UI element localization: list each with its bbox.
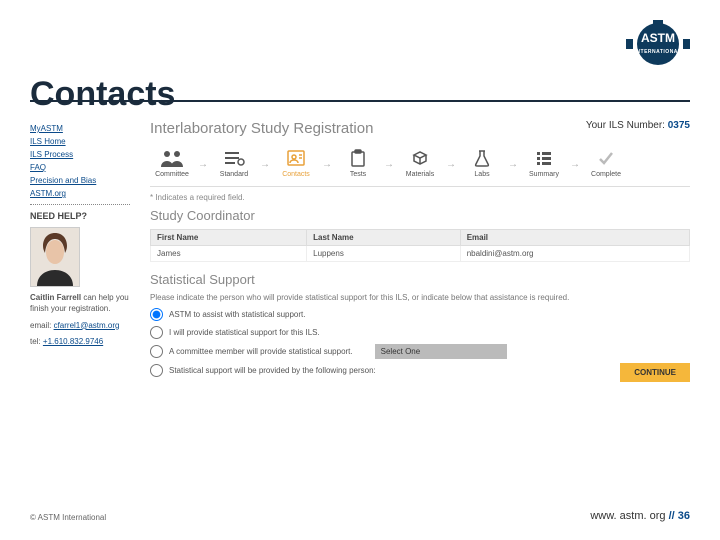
wizard-steps: Committee → Standard → Contacts → Tests … — [150, 147, 690, 187]
arrow-icon: → — [508, 155, 518, 170]
tests-icon — [349, 147, 367, 169]
nav-link-faq[interactable]: FAQ — [30, 163, 130, 172]
committee-member-select[interactable]: Select One — [375, 344, 507, 359]
coordinator-heading: Study Coordinator — [150, 208, 690, 223]
arrow-icon: → — [322, 155, 332, 170]
table-row: James Luppens nbaldini@astm.org — [151, 246, 690, 262]
materials-icon — [411, 147, 429, 169]
radio-self[interactable] — [150, 326, 163, 339]
help-email-label: email: — [30, 321, 54, 330]
step-label: Labs — [474, 171, 489, 178]
sidebar-divider — [30, 204, 130, 205]
cell-last: Luppens — [307, 246, 461, 262]
radio-person[interactable] — [150, 364, 163, 377]
required-note: * Indicates a required field. — [150, 193, 690, 202]
help-avatar — [30, 227, 80, 287]
svg-text:ASTM: ASTM — [641, 31, 675, 45]
main-panel: Interlaboratory Study Registration Your … — [150, 120, 690, 382]
summary-icon — [535, 147, 553, 169]
step-summary[interactable]: Summary — [522, 147, 566, 178]
app-screenshot: MyASTM ILS Home ILS Process FAQ Precisio… — [30, 120, 690, 470]
cell-first: James — [151, 246, 307, 262]
arrow-icon: → — [198, 155, 208, 170]
ils-number: Your ILS Number: 0375 — [586, 120, 690, 131]
help-email-line: email: cfarrel1@astm.org — [30, 321, 130, 332]
arrow-icon: → — [384, 155, 394, 170]
support-option-committee[interactable]: A committee member will provide statisti… — [150, 344, 690, 359]
complete-icon — [597, 147, 615, 169]
arrow-icon: → — [260, 155, 270, 170]
step-label: Contacts — [282, 171, 310, 178]
step-contacts[interactable]: Contacts — [274, 147, 318, 178]
radio-astm[interactable] — [150, 308, 163, 321]
step-label: Committee — [155, 171, 189, 178]
option-label: ASTM to assist with statistical support. — [169, 310, 306, 319]
labs-icon — [474, 147, 490, 169]
help-tel-link[interactable]: +1.610.832.9746 — [43, 337, 103, 346]
step-standard[interactable]: Standard — [212, 147, 256, 178]
svg-text:INTERNATIONAL: INTERNATIONAL — [635, 49, 682, 55]
nav-link-ils-home[interactable]: ILS Home — [30, 137, 130, 146]
step-label: Materials — [406, 171, 434, 178]
option-label: A committee member will provide statisti… — [169, 347, 353, 356]
help-contact-name: Caitlin Farrell — [30, 293, 81, 302]
support-option-self[interactable]: I will provide statistical support for t… — [150, 326, 690, 339]
help-tel-line: tel: +1.610.832.9746 — [30, 337, 130, 348]
help-text: Caitlin Farrell can help you finish your… — [30, 293, 130, 315]
support-note: Please indicate the person who will prov… — [150, 293, 690, 302]
cell-email: nbaldini@astm.org — [460, 246, 689, 262]
astm-logo-svg: ASTM INTERNATIONAL — [626, 20, 690, 68]
sidebar: MyASTM ILS Home ILS Process FAQ Precisio… — [30, 120, 130, 348]
radio-committee[interactable] — [150, 345, 163, 358]
step-labs[interactable]: Labs — [460, 147, 504, 178]
title-rule — [30, 100, 690, 102]
option-label: I will provide statistical support for t… — [169, 328, 320, 337]
footer-right: www. astm. org // 36 — [590, 510, 690, 522]
col-email: Email — [460, 230, 689, 246]
step-tests[interactable]: Tests — [336, 147, 380, 178]
arrow-icon: → — [446, 155, 456, 170]
help-email-link[interactable]: cfarrel1@astm.org — [54, 321, 120, 330]
nav-link-precision[interactable]: Precision and Bias — [30, 176, 130, 185]
page-number: 36 — [678, 510, 690, 522]
help-heading: NEED HELP? — [30, 211, 130, 221]
col-first-name: First Name — [151, 230, 307, 246]
ils-number-value: 0375 — [668, 120, 690, 131]
step-label: Complete — [591, 171, 621, 178]
support-option-astm[interactable]: ASTM to assist with statistical support. — [150, 308, 690, 321]
step-label: Summary — [529, 171, 559, 178]
step-complete[interactable]: Complete — [584, 147, 628, 178]
contacts-icon — [285, 147, 307, 169]
committee-icon — [161, 147, 183, 169]
nav-link-myastm[interactable]: MyASTM — [30, 124, 130, 133]
support-heading: Statistical Support — [150, 272, 690, 287]
nav-link-astm-org[interactable]: ASTM.org — [30, 189, 130, 198]
astm-logo: ASTM INTERNATIONAL — [626, 20, 690, 68]
nav-link-ils-process[interactable]: ILS Process — [30, 150, 130, 159]
continue-button[interactable]: CONTINUE — [620, 363, 690, 382]
page-title: Contacts — [30, 75, 175, 114]
arrow-icon: → — [570, 155, 580, 170]
col-last-name: Last Name — [307, 230, 461, 246]
footer-copyright: © ASTM International — [30, 513, 106, 522]
coordinator-table: First Name Last Name Email James Luppens… — [150, 229, 690, 262]
ils-number-label: Your ILS Number: — [586, 120, 668, 131]
table-header-row: First Name Last Name Email — [151, 230, 690, 246]
step-label: Tests — [350, 171, 366, 178]
footer-site: www. astm. org — [590, 510, 665, 522]
footer-separator: // — [669, 510, 675, 522]
step-committee[interactable]: Committee — [150, 147, 194, 178]
support-option-person[interactable]: Statistical support will be provided by … — [150, 364, 690, 377]
option-label: Statistical support will be provided by … — [169, 366, 376, 375]
standard-icon — [223, 147, 245, 169]
step-materials[interactable]: Materials — [398, 147, 442, 178]
step-label: Standard — [220, 171, 248, 178]
sidebar-nav: MyASTM ILS Home ILS Process FAQ Precisio… — [30, 124, 130, 198]
help-tel-label: tel: — [30, 337, 43, 346]
